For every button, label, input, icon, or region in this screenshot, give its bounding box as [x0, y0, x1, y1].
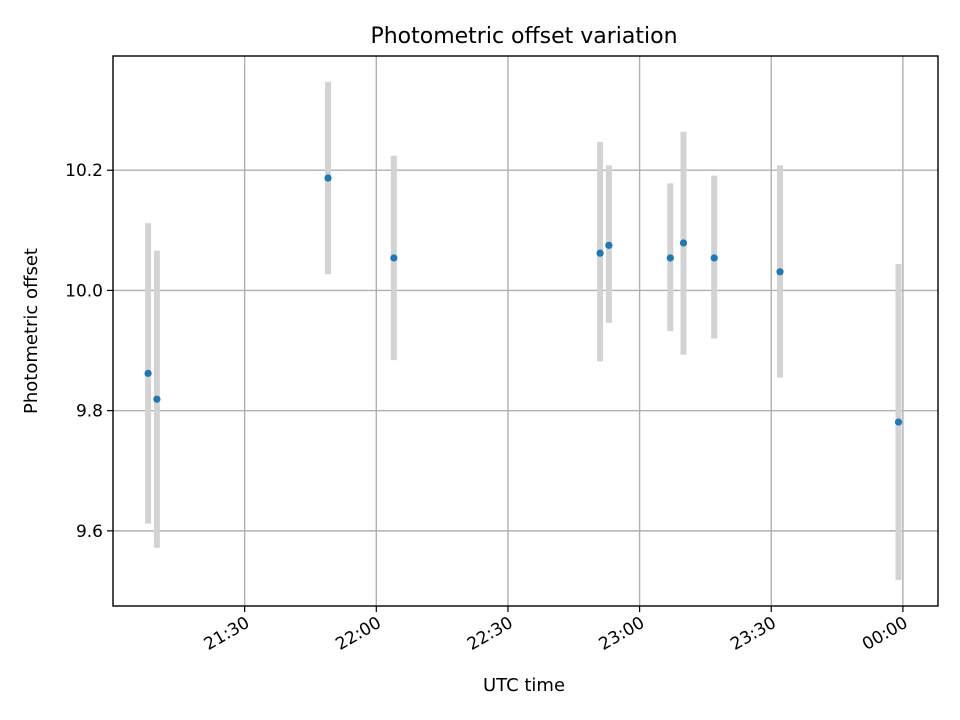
data-point	[596, 249, 604, 257]
x-tick-label: 22:00	[332, 613, 384, 655]
data-point	[390, 254, 398, 262]
chart-title: Photometric offset variation	[370, 24, 677, 49]
x-axis-label: UTC time	[483, 675, 565, 696]
y-axis-label: Photometric offset	[21, 248, 42, 414]
grid	[113, 56, 938, 606]
data-point	[153, 395, 161, 403]
y-tick-label: 9.6	[76, 522, 103, 542]
x-tick-label: 22:30	[464, 613, 516, 655]
x-tick-label: 00:00	[859, 613, 911, 655]
y-tick-label: 9.8	[76, 402, 103, 422]
y-tick-label: 10.2	[65, 161, 103, 181]
axis-ticks: 21:30 22:00 22:30 23:00 23:30 00:00 9.6 9.8 10.0…	[65, 161, 911, 655]
data-point	[710, 254, 718, 262]
data-point	[776, 268, 784, 276]
x-tick-label: 23:00	[596, 613, 648, 655]
data-point	[324, 174, 332, 182]
data-point	[605, 241, 613, 249]
plot-frame	[112, 55, 939, 607]
x-tick-label: 23:30	[727, 613, 779, 655]
data-point	[144, 369, 152, 377]
data-point	[679, 239, 688, 247]
data-point	[666, 254, 674, 262]
error-bars	[145, 81, 902, 581]
y-tick-label: 10.0	[65, 281, 103, 301]
data-points	[144, 174, 903, 426]
data-point	[894, 418, 903, 426]
x-tick-label: 21:30	[201, 613, 253, 655]
